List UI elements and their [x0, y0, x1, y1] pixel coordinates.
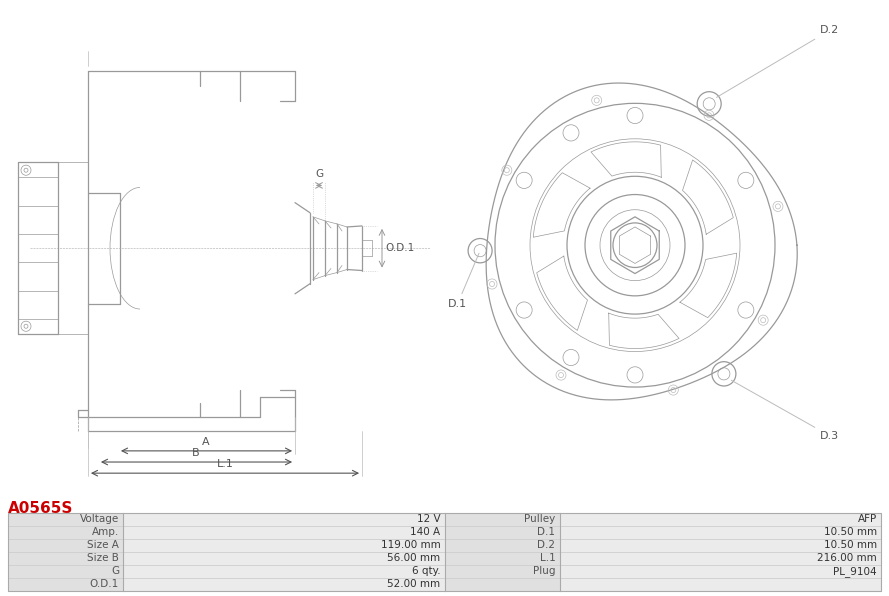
Text: L.1: L.1 [217, 459, 234, 469]
Bar [559, 539, 881, 552]
Bar [444, 513, 559, 526]
Text: Size A: Size A [87, 541, 119, 550]
Bar [123, 526, 444, 539]
Text: G: G [111, 566, 119, 576]
Bar [444, 578, 559, 591]
Text: D.1: D.1 [538, 527, 556, 537]
Text: D.1: D.1 [448, 253, 479, 309]
Bar [8, 539, 123, 552]
Text: 216.00 mm: 216.00 mm [817, 553, 877, 563]
Text: 56.00 mm: 56.00 mm [388, 553, 441, 563]
Text: D.2: D.2 [717, 26, 839, 97]
Text: B: B [192, 448, 200, 458]
Bar [123, 565, 444, 578]
Bar [123, 578, 444, 591]
Bar [559, 578, 881, 591]
Text: PL_9104: PL_9104 [833, 566, 877, 577]
Bar [123, 513, 444, 526]
Text: 6 qty.: 6 qty. [412, 566, 441, 576]
Bar [8, 513, 123, 526]
Text: 10.50 mm: 10.50 mm [824, 541, 877, 550]
Bar [559, 526, 881, 539]
Text: O.D.1: O.D.1 [385, 243, 414, 253]
Text: Plug: Plug [533, 566, 556, 576]
Text: Voltage: Voltage [80, 514, 119, 524]
Text: Pulley: Pulley [525, 514, 556, 524]
Text: 52.00 mm: 52.00 mm [388, 579, 441, 589]
Bar [559, 513, 881, 526]
Text: L.1: L.1 [540, 553, 556, 563]
Bar [123, 552, 444, 565]
Bar [444, 539, 559, 552]
Bar [8, 578, 123, 591]
Bar [444, 552, 559, 565]
Text: D.2: D.2 [538, 541, 556, 550]
Bar [8, 552, 123, 565]
Text: A: A [202, 437, 210, 447]
Bar [8, 565, 123, 578]
Bar [8, 513, 881, 591]
Bar [8, 526, 123, 539]
Text: 12 V: 12 V [417, 514, 441, 524]
Text: D.3: D.3 [732, 380, 839, 440]
Text: 140 A: 140 A [411, 527, 441, 537]
Bar [444, 526, 559, 539]
Bar [559, 552, 881, 565]
Text: G: G [315, 169, 323, 179]
Text: 119.00 mm: 119.00 mm [380, 541, 441, 550]
Bar [559, 565, 881, 578]
Bar [123, 539, 444, 552]
Text: Size B: Size B [87, 553, 119, 563]
Text: O.D.1: O.D.1 [90, 579, 119, 589]
Text: 10.50 mm: 10.50 mm [824, 527, 877, 537]
Text: Amp.: Amp. [92, 527, 119, 537]
Text: AFP: AFP [858, 514, 877, 524]
Text: A0565S: A0565S [8, 501, 74, 516]
Bar [444, 565, 559, 578]
